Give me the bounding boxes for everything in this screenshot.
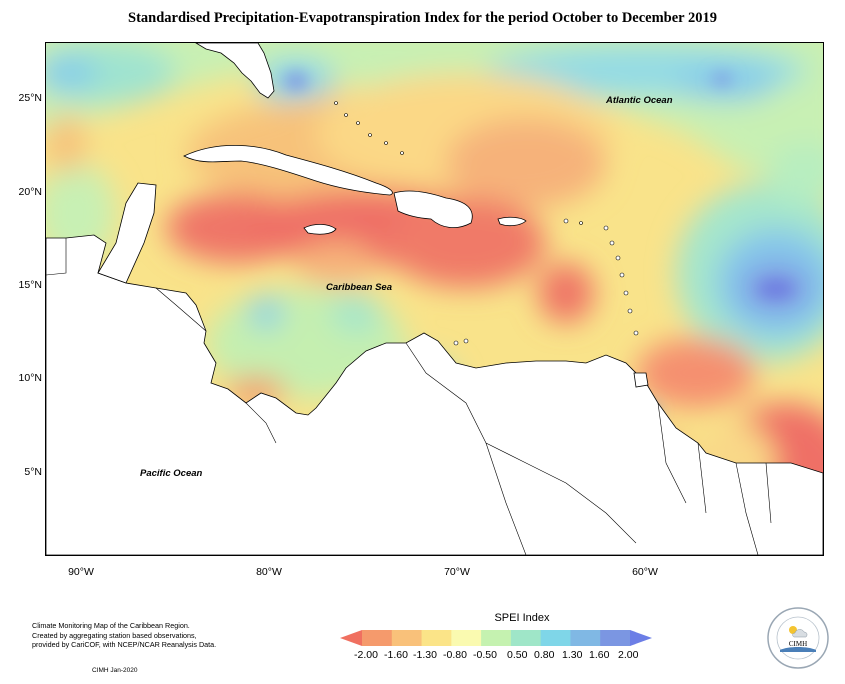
legend-colorbar xyxy=(340,630,652,646)
wave-icon xyxy=(780,647,816,652)
legend-label: -0.80 xyxy=(443,649,467,661)
label-pacific-ocean: Pacific Ocean xyxy=(140,468,203,479)
country-borders xyxy=(46,238,772,555)
cloud-icon xyxy=(792,629,808,638)
trinidad xyxy=(633,372,649,388)
lat-tick-5n: 5°N xyxy=(24,466,42,478)
puerto-rico xyxy=(497,216,527,227)
logo-text: CIMH xyxy=(789,640,807,648)
lon-tick-60w: 60°W xyxy=(632,566,658,578)
label-atlantic-ocean: Atlantic Ocean xyxy=(606,95,673,106)
legend-label: -0.50 xyxy=(473,649,497,661)
legend-labels: -2.00 -1.60 -1.30 -0.80 -0.50 0.50 0.80 … xyxy=(350,649,650,663)
lon-tick-70w: 70°W xyxy=(444,566,470,578)
legend-cell xyxy=(570,630,601,646)
legend-cell xyxy=(362,630,393,646)
map-title: Standardised Precipitation-Evapotranspir… xyxy=(128,10,717,26)
cuba xyxy=(183,145,393,196)
legend-label: 1.30 xyxy=(562,649,583,661)
description-line-3: provided by CariCOF, with NCEP/NCAR Rean… xyxy=(32,640,217,649)
legend-cell xyxy=(421,630,452,646)
label-caribbean-sea: Caribbean Sea xyxy=(326,282,392,293)
yucatan xyxy=(97,182,157,284)
map-area: Atlantic Ocean Caribbean Sea Pacific Oce… xyxy=(45,42,824,556)
legend-cell xyxy=(510,630,542,646)
legend-cells xyxy=(362,630,631,646)
description-line-2: Created by aggregating station based obs… xyxy=(32,630,197,640)
legend-label: -1.60 xyxy=(384,649,408,661)
florida xyxy=(195,43,275,99)
legend-label: -1.30 xyxy=(413,649,437,661)
legend-cell xyxy=(540,630,571,646)
legend-arrow-left xyxy=(340,630,362,646)
small-islands xyxy=(334,101,639,346)
jamaica xyxy=(303,223,337,235)
legend-label: 2.00 xyxy=(618,649,639,661)
legend-cell xyxy=(600,630,631,646)
legend-label: 1.60 xyxy=(589,649,610,661)
lat-tick-25n: 25°N xyxy=(18,92,42,104)
lon-tick-80w: 80°W xyxy=(256,566,282,578)
legend-cell xyxy=(391,630,423,646)
legend-label: 0.50 xyxy=(507,649,528,661)
cimh-logo: CIMH xyxy=(767,607,829,669)
mainland xyxy=(46,234,823,555)
legend-cell xyxy=(451,630,482,646)
legend-label: 0.80 xyxy=(534,649,555,661)
land-masses xyxy=(46,43,823,555)
hispaniola xyxy=(393,190,473,229)
lat-tick-10n: 10°N xyxy=(18,372,42,384)
lon-tick-90w: 90°W xyxy=(68,566,94,578)
lat-tick-20n: 20°N xyxy=(18,186,42,198)
legend-label: -2.00 xyxy=(354,649,378,661)
description-line-1: Climate Monitoring Map of the Caribbean … xyxy=(32,621,190,630)
legend-arrow-right xyxy=(630,630,652,646)
lat-tick-15n: 15°N xyxy=(18,279,42,291)
legend-title: SPEI Index xyxy=(494,612,550,624)
legend-cell xyxy=(481,630,512,646)
credit-text: CIMH Jan-2020 xyxy=(92,667,138,674)
sun-icon xyxy=(789,626,797,634)
map-description: Climate Monitoring Map of the Caribbean … xyxy=(32,621,216,650)
precipitation-map xyxy=(46,43,823,555)
